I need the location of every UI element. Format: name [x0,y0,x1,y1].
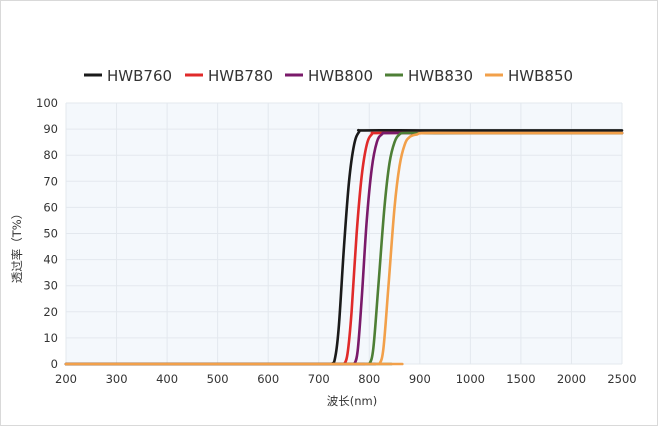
x-tick-label: 900 [409,372,431,386]
y-tick-label: 80 [43,148,58,162]
x-axis-ticks: 200 300 400 500 600 700 800 900 1000 1500 2000 2500 [55,372,637,386]
legend: HWB760 HWB780 HWB800 HWB830 HWB850 [84,67,573,85]
legend-label-hwb780: HWB780 [208,67,273,85]
x-tick-label: 700 [308,372,330,386]
y-tick-label: 60 [43,200,58,214]
legend-label-hwb760: HWB760 [107,67,172,85]
grid-lines [65,102,623,365]
y-axis-ticks: 0 10 20 30 40 50 60 70 80 90 100 [36,96,58,371]
y-tick-label: 0 [51,357,58,371]
y-tick-label: 90 [43,122,58,136]
y-tick-label: 70 [43,174,58,188]
y-tick-label: 50 [43,227,58,241]
x-tick-label: 2000 [557,372,586,386]
y-axis-title: 透过率（T%） [10,208,24,283]
y-tick-label: 10 [43,331,58,345]
legend-label-hwb800: HWB800 [308,67,373,85]
x-tick-label: 1000 [456,372,485,386]
x-tick-label: 1500 [506,372,535,386]
x-tick-label: 800 [358,372,380,386]
series-layer [64,128,624,366]
x-tick-label: 2500 [607,372,636,386]
y-tick-label: 100 [36,96,58,110]
legend-label-hwb850: HWB850 [508,67,573,85]
legend-label-hwb830: HWB830 [408,67,473,85]
series-line-hwb850 [64,131,624,366]
x-tick-label: 300 [106,372,128,386]
x-tick-label: 500 [207,372,229,386]
y-tick-label: 20 [43,305,58,319]
y-tick-label: 30 [43,279,58,293]
x-tick-label: 200 [55,372,77,386]
y-tick-label: 40 [43,253,58,267]
x-axis-title: 波长(nm) [327,394,377,408]
x-tick-label: 600 [257,372,279,386]
x-tick-label: 400 [156,372,178,386]
